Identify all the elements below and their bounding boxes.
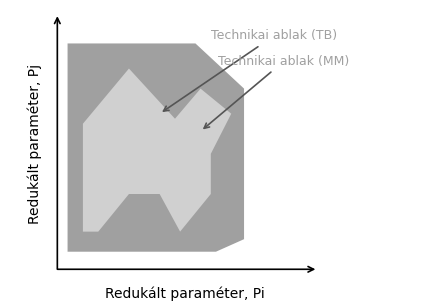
Text: Technikai ablak (TB): Technikai ablak (TB) [164, 29, 337, 111]
Polygon shape [67, 43, 244, 252]
Text: Technikai ablak (MM): Technikai ablak (MM) [204, 54, 350, 128]
Polygon shape [83, 69, 231, 232]
Text: Redukált paraméter, Pi: Redukált paraméter, Pi [105, 287, 265, 301]
Text: Redukált paraméter, Pj: Redukált paraméter, Pj [27, 64, 41, 224]
